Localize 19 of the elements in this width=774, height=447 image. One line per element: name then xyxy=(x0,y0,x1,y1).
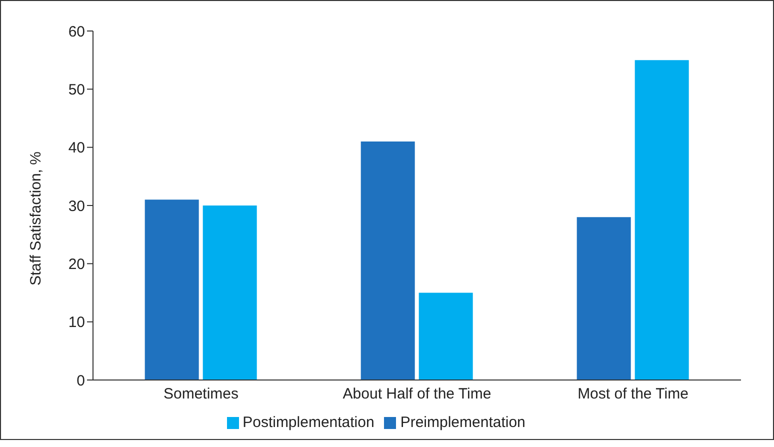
bar xyxy=(202,206,257,380)
bar xyxy=(144,200,199,380)
y-tick-label: 10 xyxy=(68,314,85,332)
legend-label: Postimplementation xyxy=(242,414,374,431)
x-tick-label: Sometimes xyxy=(163,386,239,403)
bar xyxy=(418,292,473,380)
y-tick-label: 30 xyxy=(68,198,85,215)
y-axis-title: Staff Satisfaction, % xyxy=(27,152,44,286)
x-tick-label: About Half of the Time xyxy=(342,386,492,403)
bar xyxy=(360,142,415,380)
y-tick-label: 40 xyxy=(68,140,85,157)
y-tick-label: 50 xyxy=(68,81,85,98)
bar xyxy=(576,217,631,380)
legend-label: Preimplementation xyxy=(400,414,526,431)
y-tick-label: 60 xyxy=(68,23,85,40)
bar xyxy=(634,60,689,380)
y-tick-label: 0 xyxy=(76,372,85,390)
y-tick-label: 20 xyxy=(68,256,85,273)
x-tick-label: Most of the Time xyxy=(578,386,688,403)
